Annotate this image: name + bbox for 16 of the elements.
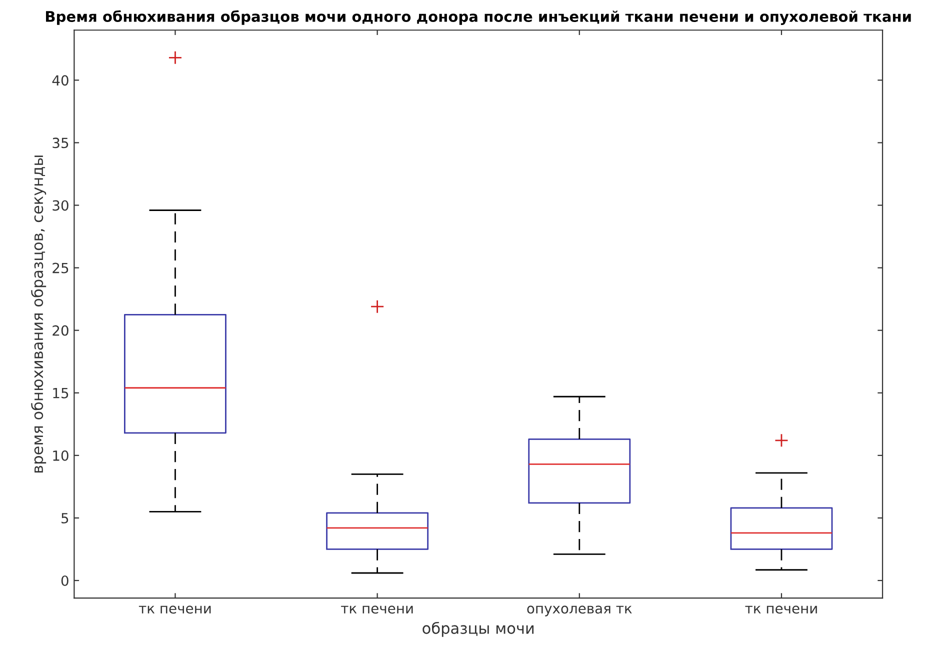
y-tick-label: 35 [52,138,68,148]
x-tick-label: тк печени [341,606,413,614]
y-tick-label: 0 [61,575,68,586]
x-tick-label: опухолевая тк [527,606,632,616]
y-tick-label: 10 [53,450,68,461]
y-axis-title: время обнюхивания образцов, секунды [31,156,46,473]
x-tick-label: тк печени [745,606,817,614]
y-tick-label: 30 [52,200,68,211]
y-tick-label: 40 [52,75,68,86]
x-axis-title: образцы мочи [422,622,534,637]
chart-title: Время обнюхивания образцов мочи одного донора после инъекций ткани печени и опухолевой ткани [46,10,911,25]
y-tick-label: 15 [53,388,68,398]
y-tick-label: 20 [52,325,68,336]
x-tick-label: тк печени [138,606,211,614]
y-tick-label: 25 [52,262,68,274]
y-tick-label: 5 [62,513,68,524]
